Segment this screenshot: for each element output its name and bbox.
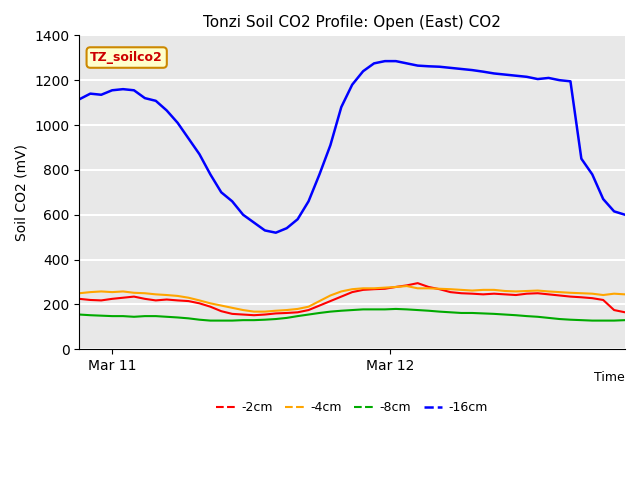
Legend: -2cm, -4cm, -8cm, -16cm: -2cm, -4cm, -8cm, -16cm [211,396,493,420]
-16cm [196,151,204,157]
-8cm [261,317,269,323]
-2cm [261,312,269,317]
-8cm [76,312,83,317]
-8cm [207,318,214,324]
-8cm [392,306,400,312]
-16cm [490,71,498,76]
-16cm [239,212,247,217]
-2cm [239,312,247,317]
-2cm [621,310,629,315]
Line: -16cm: -16cm [79,61,625,233]
-16cm [272,230,280,236]
-2cm [196,300,204,306]
Text: TZ_soilco2: TZ_soilco2 [90,51,163,64]
-8cm [196,317,204,323]
Line: -4cm: -4cm [79,286,625,312]
-4cm [196,298,204,303]
Text: Time: Time [595,371,625,384]
-2cm [490,291,498,297]
-4cm [250,309,258,314]
-16cm [611,208,618,214]
Line: -2cm: -2cm [79,283,625,315]
-4cm [458,287,465,293]
Line: -8cm: -8cm [79,309,625,321]
-2cm [611,307,618,313]
-2cm [414,280,422,286]
-4cm [611,291,618,297]
-8cm [611,318,618,324]
-16cm [76,96,83,102]
-16cm [381,58,388,64]
-4cm [490,287,498,293]
-4cm [261,309,269,314]
-2cm [250,312,258,318]
-4cm [403,283,411,289]
-16cm [621,212,629,217]
-4cm [621,291,629,297]
-4cm [76,290,83,296]
-16cm [250,220,258,226]
-4cm [239,307,247,313]
Title: Tonzi Soil CO2 Profile: Open (East) CO2: Tonzi Soil CO2 Profile: Open (East) CO2 [204,15,501,30]
-8cm [458,310,465,316]
-8cm [250,317,258,323]
-8cm [490,311,498,317]
-2cm [76,296,83,302]
-8cm [621,317,629,323]
-16cm [458,66,465,72]
-2cm [458,290,465,296]
Y-axis label: Soil CO2 (mV): Soil CO2 (mV) [15,144,29,241]
